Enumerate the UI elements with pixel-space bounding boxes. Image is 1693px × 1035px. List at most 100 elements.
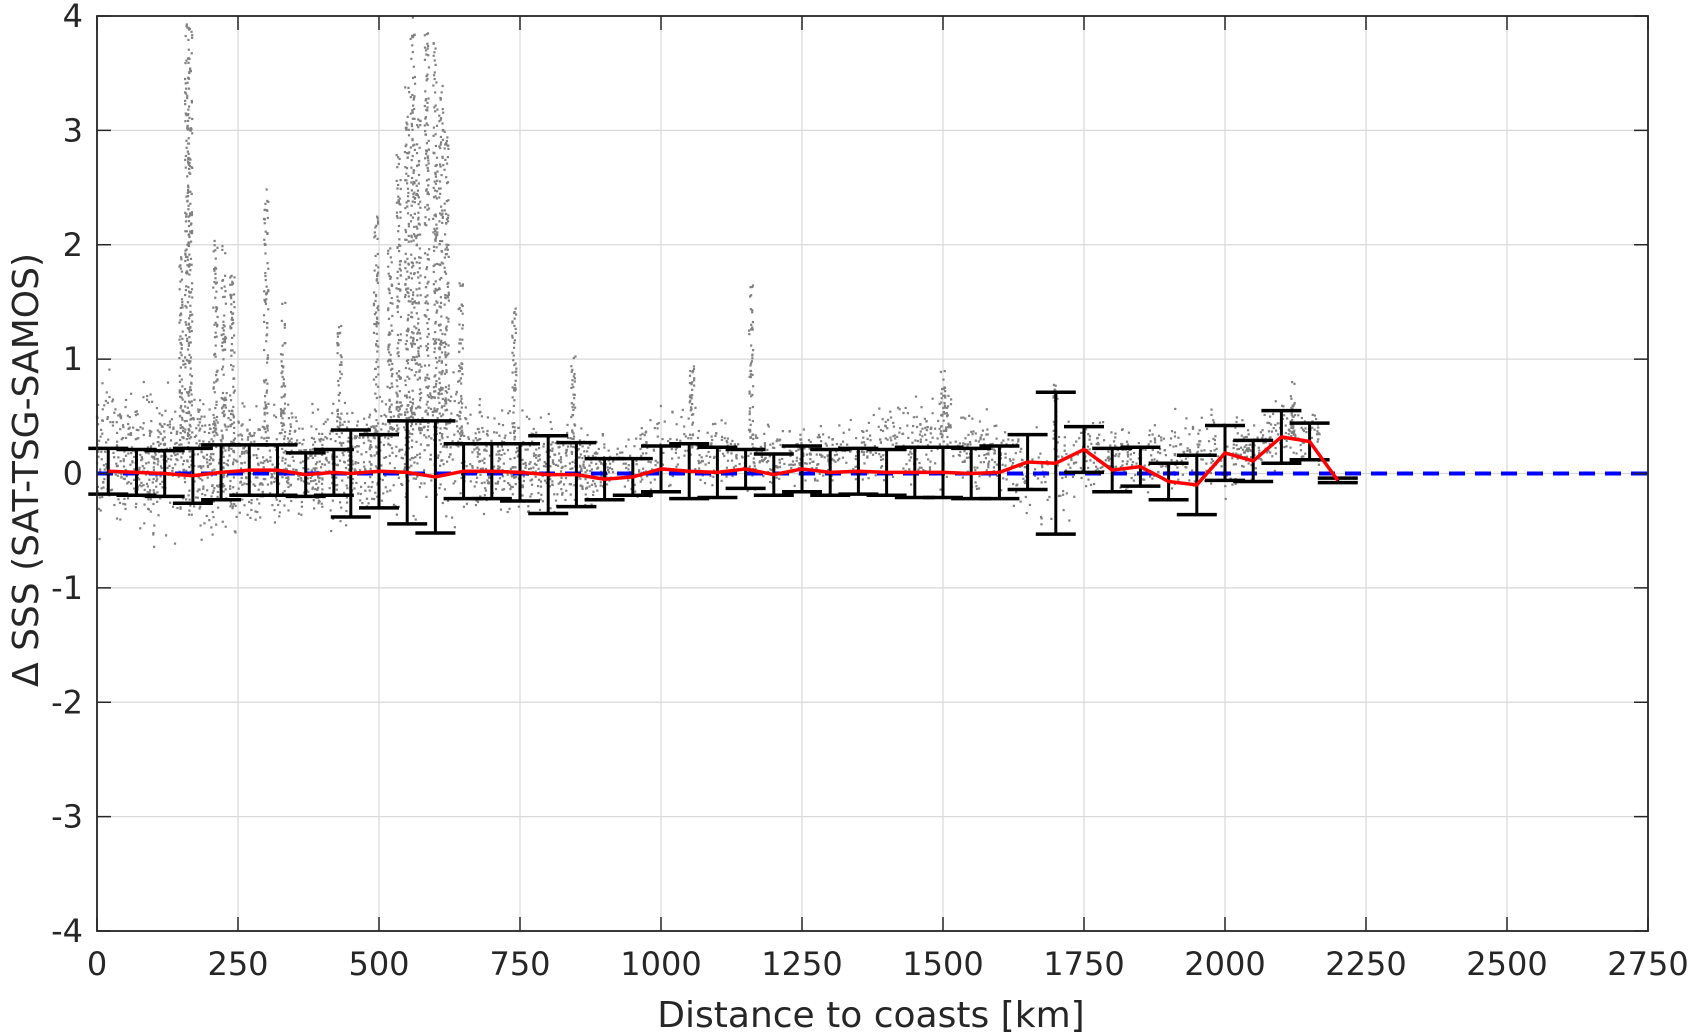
scatter-point: [232, 377, 235, 380]
scatter-point: [143, 522, 146, 525]
scatter-point: [183, 481, 187, 484]
scatter-point: [495, 431, 498, 434]
scatter-point: [435, 300, 438, 303]
scatter-point: [264, 478, 267, 481]
scatter-point: [411, 139, 414, 142]
scatter-point: [652, 448, 655, 451]
scatter-point: [891, 443, 894, 446]
scatter-point: [1089, 483, 1093, 486]
scatter-point: [161, 480, 164, 483]
scatter-point: [1203, 449, 1206, 452]
scatter-point: [382, 443, 386, 447]
scatter-point: [396, 305, 399, 309]
scatter-point: [413, 257, 417, 260]
scatter-point: [263, 290, 266, 293]
scatter-point: [1170, 459, 1173, 462]
scatter-point: [262, 379, 266, 382]
scatter-point: [1143, 478, 1146, 481]
scatter-point: [337, 332, 340, 335]
scatter-point: [778, 477, 781, 480]
scatter-point: [330, 529, 333, 533]
scatter-point: [411, 111, 414, 114]
scatter-point: [187, 108, 190, 111]
scatter-point: [172, 427, 175, 431]
scatter-point: [125, 475, 128, 478]
scatter-point: [424, 206, 427, 209]
scatter-point: [1159, 452, 1162, 455]
scatter-point: [300, 479, 303, 482]
scatter-point: [426, 376, 429, 379]
scatter-point: [1085, 460, 1088, 463]
scatter-point: [608, 479, 611, 482]
scatter-point: [418, 332, 422, 335]
scatter-point: [411, 331, 414, 334]
scatter-point: [185, 391, 189, 394]
scatter-point: [818, 436, 821, 439]
scatter-point: [426, 342, 430, 346]
scatter-point: [412, 337, 415, 341]
scatter-point: [424, 116, 428, 119]
scatter-point: [823, 456, 826, 459]
scatter-point: [447, 299, 451, 302]
scatter-point: [184, 428, 187, 431]
scatter-point: [909, 456, 913, 459]
scatter-point: [395, 424, 399, 427]
scatter-point: [277, 482, 281, 485]
scatter-point: [266, 483, 270, 486]
scatter-point: [977, 487, 981, 490]
scatter-point: [374, 226, 377, 229]
scatter-point: [264, 252, 267, 255]
scatter-point: [387, 287, 390, 290]
scatter-point: [242, 447, 246, 450]
scatter-point: [187, 186, 190, 189]
scatter-point: [184, 92, 188, 95]
scatter-point: [413, 301, 416, 304]
scatter-point: [390, 447, 394, 450]
scatter-point: [254, 510, 257, 513]
scatter-point: [223, 415, 226, 418]
scatter-point: [376, 466, 379, 470]
scatter-point: [445, 212, 448, 216]
scatter-point: [946, 443, 949, 446]
scatter-point: [240, 462, 244, 465]
scatter-point: [434, 230, 437, 233]
scatter-point: [987, 449, 990, 452]
scatter-point: [320, 502, 323, 505]
scatter-point: [432, 186, 435, 189]
scatter-point: [196, 417, 199, 421]
scatter-point: [586, 433, 589, 437]
scatter-point: [224, 335, 227, 339]
scatter-point: [1067, 463, 1070, 466]
scatter-point: [1231, 457, 1234, 460]
scatter-point: [711, 423, 715, 426]
scatter-point: [444, 353, 447, 356]
scatter-point: [369, 440, 372, 443]
scatter-point: [459, 377, 463, 380]
scatter-point: [264, 300, 267, 303]
scatter-point: [395, 179, 398, 182]
scatter-point: [160, 466, 163, 470]
scatter-point: [425, 122, 428, 125]
scatter-point: [656, 422, 659, 426]
scatter-point: [509, 485, 513, 488]
scatter-point: [566, 423, 569, 427]
scatter-point: [129, 463, 132, 466]
scatter-point: [347, 459, 350, 462]
scatter-point: [211, 458, 215, 461]
scatter-point: [186, 432, 190, 435]
scatter-point: [341, 423, 344, 426]
scatter-point: [493, 417, 496, 420]
scatter-point: [1183, 451, 1186, 454]
scatter-point: [142, 380, 145, 384]
scatter-point: [231, 413, 235, 416]
scatter-point: [426, 413, 429, 416]
scatter-point: [175, 441, 178, 445]
scatter-point: [509, 457, 512, 461]
scatter-point: [189, 455, 192, 458]
scatter-point: [212, 250, 215, 253]
scatter-point: [1114, 436, 1117, 439]
scatter-point: [892, 421, 895, 425]
scatter-point: [424, 410, 427, 413]
scatter-point: [434, 233, 437, 236]
scatter-point: [1134, 473, 1137, 477]
